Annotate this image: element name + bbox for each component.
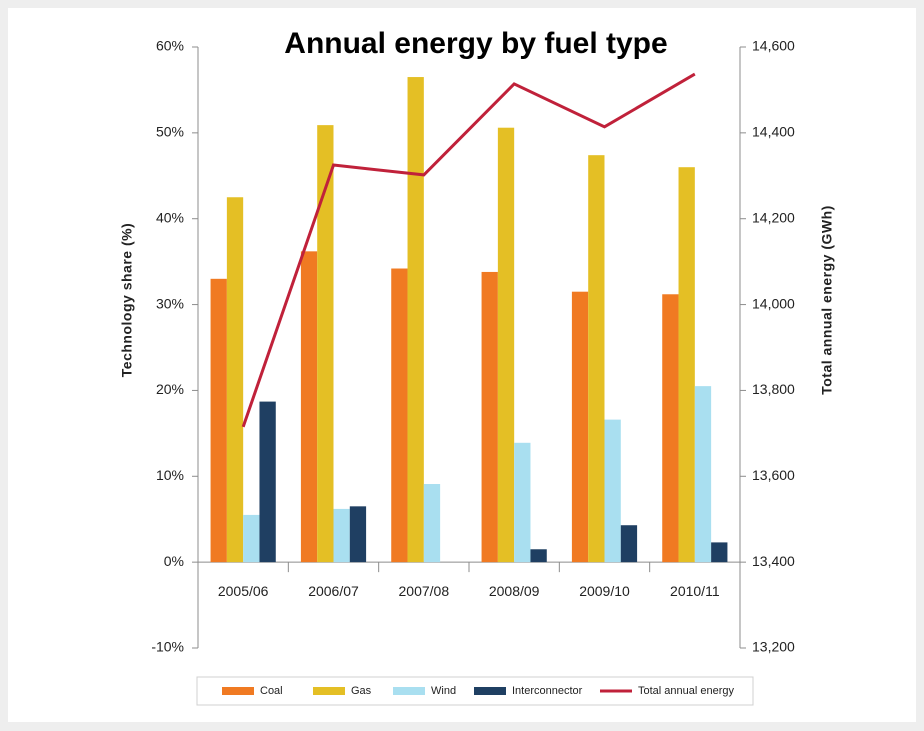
- bar: [620, 525, 638, 563]
- y2-tick-label: 13,800: [752, 381, 795, 397]
- y-tick-label: 0%: [164, 553, 184, 569]
- bar: [604, 419, 621, 563]
- line-series: [241, 72, 696, 428]
- bar: [662, 294, 679, 563]
- bar: [423, 484, 441, 563]
- legend-label: Wind: [431, 685, 456, 697]
- bar: [530, 549, 547, 563]
- y2-tick-label: 13,400: [752, 553, 795, 569]
- bar: [481, 271, 498, 563]
- legend-swatch: [222, 687, 254, 695]
- bar: [300, 251, 318, 563]
- y-tick-label: 20%: [156, 381, 184, 397]
- x-tick-label: 2005/06: [218, 583, 269, 599]
- legend-box: [196, 676, 754, 706]
- bar: [333, 508, 350, 563]
- bar: [259, 401, 276, 563]
- bar: [694, 386, 712, 563]
- y-tick-label: 30%: [156, 295, 184, 311]
- legend-label: Coal: [260, 685, 283, 697]
- chart-panel: [8, 8, 916, 722]
- bar: [407, 77, 424, 563]
- legend-label: Gas: [351, 685, 372, 697]
- y-tick-label: -10%: [151, 639, 184, 655]
- bar: [497, 127, 515, 563]
- x-tick-label: 2006/07: [308, 583, 359, 599]
- x-tick-label: 2009/10: [579, 583, 630, 599]
- y-axis-label: Technology share (%): [119, 223, 135, 377]
- legend-swatch: [474, 687, 506, 695]
- y2-tick-label: 14,000: [752, 295, 795, 311]
- x-tick-label: 2007/08: [399, 583, 450, 599]
- bar: [588, 155, 605, 563]
- bar: [349, 506, 367, 563]
- bar: [391, 268, 408, 563]
- legend-label: Total annual energy: [638, 685, 735, 697]
- bar: [243, 514, 260, 563]
- bar: [226, 197, 244, 563]
- bar: [678, 167, 695, 563]
- bar: [571, 291, 589, 563]
- chart-title: Annual energy by fuel type: [284, 27, 667, 60]
- y2-tick-label: 14,400: [752, 124, 795, 140]
- bar: [711, 542, 728, 563]
- y2-tick-label: 14,200: [752, 209, 795, 225]
- bar: [514, 442, 531, 563]
- y2-tick-label: 13,200: [752, 639, 795, 655]
- legend-swatch: [393, 687, 425, 695]
- x-tick-label: 2008/09: [489, 583, 540, 599]
- legend-swatch: [313, 687, 345, 695]
- y2-tick-label: 14,600: [752, 38, 795, 54]
- y-tick-label: 10%: [156, 467, 184, 483]
- bar: [317, 125, 334, 563]
- y-tick-label: 50%: [156, 124, 184, 140]
- legend-label: Interconnector: [512, 685, 583, 697]
- y-tick-label: 40%: [156, 209, 184, 225]
- bar: [210, 278, 227, 563]
- y2-axis-label: Total annual energy (GWh): [819, 205, 835, 395]
- y-tick-label: 60%: [156, 38, 184, 54]
- x-tick-label: 2010/11: [670, 583, 720, 599]
- y2-tick-label: 13,600: [752, 467, 795, 483]
